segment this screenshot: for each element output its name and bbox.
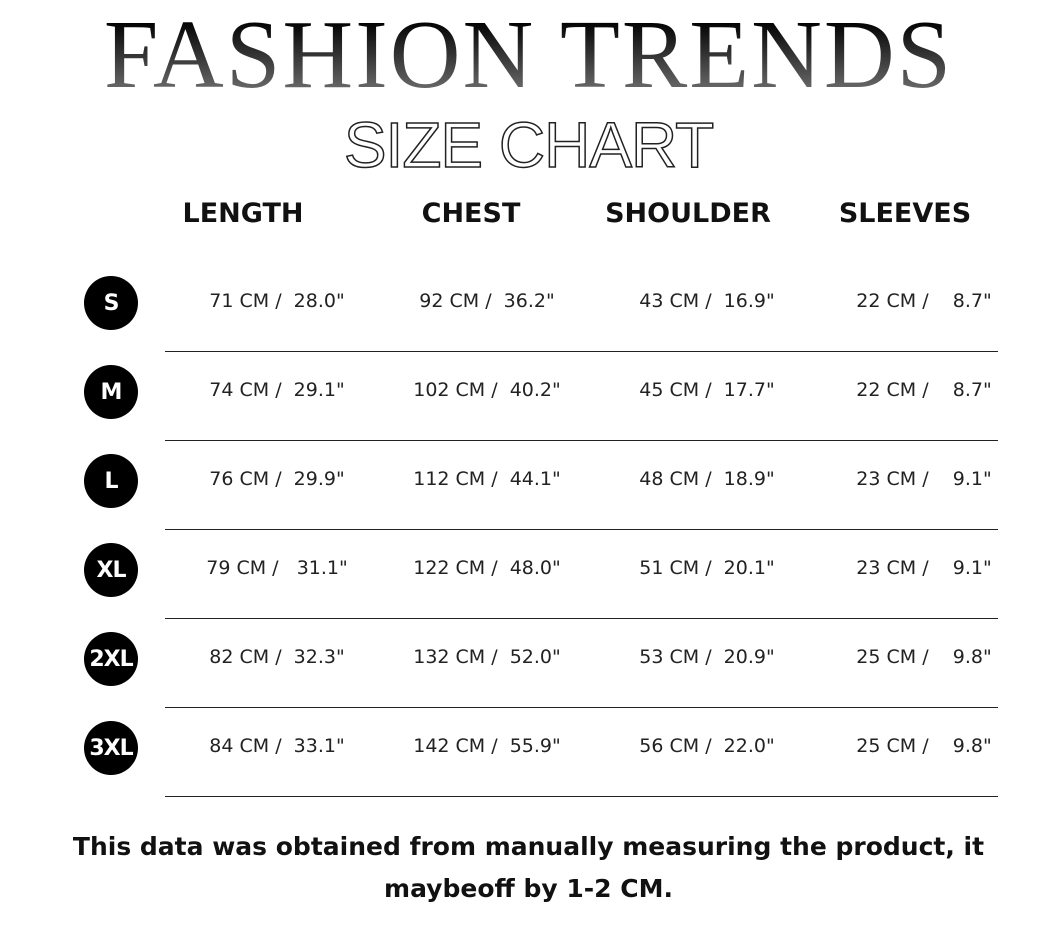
header-chest: CHEST	[421, 198, 521, 229]
table-row: L 76 CM / 29.9" 112 CM / 44.1" 48 CM / 18.9…	[0, 440, 1057, 530]
table-row: S 71 CM / 28.0" 92 CM / 36.2" 43 CM / 16.9"…	[0, 262, 1057, 352]
row-divider	[165, 351, 998, 352]
table-row: XL 79 CM / 31.1" 122 CM / 48.0" 51 CM / 20.…	[0, 529, 1057, 619]
table-row: 2XL 82 CM / 32.3" 132 CM / 52.0" 53 CM / 20…	[0, 618, 1057, 708]
size-chart-subtitle: SIZE CHART	[343, 109, 715, 181]
size-badge: S	[84, 276, 138, 330]
size-badge: 3XL	[84, 721, 138, 775]
header-length: LENGTH	[182, 198, 304, 229]
row-divider	[165, 440, 998, 441]
measurement-cell: 45 CM / 17.7"	[639, 379, 775, 401]
row-divider	[165, 796, 998, 797]
measurement-cell: 23 CM / 9.1"	[856, 557, 992, 579]
measurement-cell: 142 CM / 55.9"	[413, 735, 561, 757]
measurement-cell: 25 CM / 9.8"	[856, 646, 992, 668]
size-badge: M	[84, 365, 138, 419]
measurement-cell: 22 CM / 8.7"	[856, 290, 992, 312]
measurement-cell: 92 CM / 36.2"	[419, 290, 555, 312]
measurement-cell: 76 CM / 29.9"	[209, 468, 345, 490]
table-row: 3XL 84 CM / 33.1" 142 CM / 55.9" 56 CM / 22…	[0, 707, 1057, 797]
measurement-cell: 23 CM / 9.1"	[856, 468, 992, 490]
measurement-cell: 22 CM / 8.7"	[856, 379, 992, 401]
measurement-cell: 51 CM / 20.1"	[639, 557, 775, 579]
size-badge: 2XL	[84, 632, 138, 686]
measurement-cell: 25 CM / 9.8"	[856, 735, 992, 757]
header-sleeves: SLEEVES	[838, 198, 972, 229]
row-divider	[165, 618, 998, 619]
measurement-note: This data was obtained from manually mea…	[72, 832, 985, 903]
measurement-cell: 79 CM / 31.1"	[206, 557, 348, 579]
row-divider	[165, 529, 998, 530]
measurement-cell: 102 CM / 40.2"	[413, 379, 561, 401]
measurement-cell: 122 CM / 48.0"	[413, 557, 561, 579]
measurement-cell: 112 CM / 44.1"	[413, 468, 561, 490]
measurement-cell: 82 CM / 32.3"	[209, 646, 345, 668]
measurement-cell: 43 CM / 16.9"	[639, 290, 775, 312]
measurement-cell: 74 CM / 29.1"	[209, 379, 345, 401]
measurement-cell: 53 CM / 20.9"	[639, 646, 775, 668]
size-badge: XL	[84, 543, 138, 597]
table-row: M 74 CM / 29.1" 102 CM / 40.2" 45 CM / 17.7…	[0, 351, 1057, 441]
header-shoulder: SHOULDER	[605, 198, 771, 229]
row-divider	[165, 707, 998, 708]
measurement-cell: 56 CM / 22.0"	[639, 735, 775, 757]
measurement-cell: 48 CM / 18.9"	[639, 468, 775, 490]
measurement-cell: 71 CM / 28.0"	[209, 290, 345, 312]
measurement-cell: 84 CM / 33.1"	[209, 735, 345, 757]
brand-title: FASHION TRENDS	[0, 6, 1057, 104]
measurement-cell: 132 CM / 52.0"	[413, 646, 561, 668]
size-badge: L	[84, 454, 138, 508]
